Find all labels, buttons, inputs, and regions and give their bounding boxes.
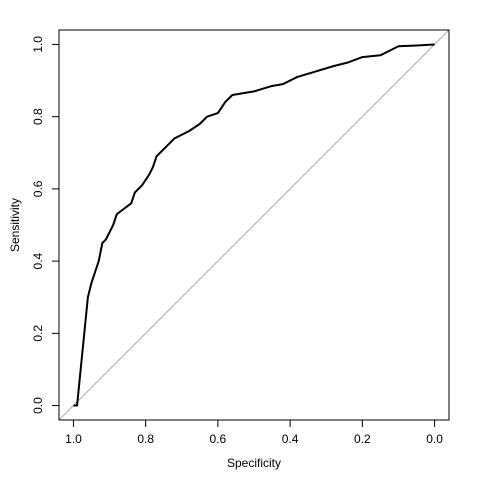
reference-diagonal: [58, 29, 450, 421]
roc-curve: [73, 43, 435, 407]
y-axis-label: Sensitivity: [8, 198, 22, 252]
x-tick-label: 0.4: [282, 432, 299, 446]
y-tick-label: 1.0: [31, 36, 45, 53]
y-tick-label: 0.8: [31, 108, 45, 125]
y-tick-label: 0.4: [31, 252, 45, 269]
y-tick-label: 0.6: [31, 180, 45, 197]
y-tick-label: 0.2: [31, 325, 45, 342]
x-axis-label: Specificity: [227, 456, 281, 470]
x-tick-label: 0.6: [210, 432, 227, 446]
x-tick-label: 0.2: [354, 432, 371, 446]
y-tick-label: 0.0: [31, 397, 45, 414]
x-tick-label: 1.0: [65, 432, 82, 446]
x-tick-label: 0.0: [426, 432, 443, 446]
x-tick-label: 0.8: [137, 432, 154, 446]
